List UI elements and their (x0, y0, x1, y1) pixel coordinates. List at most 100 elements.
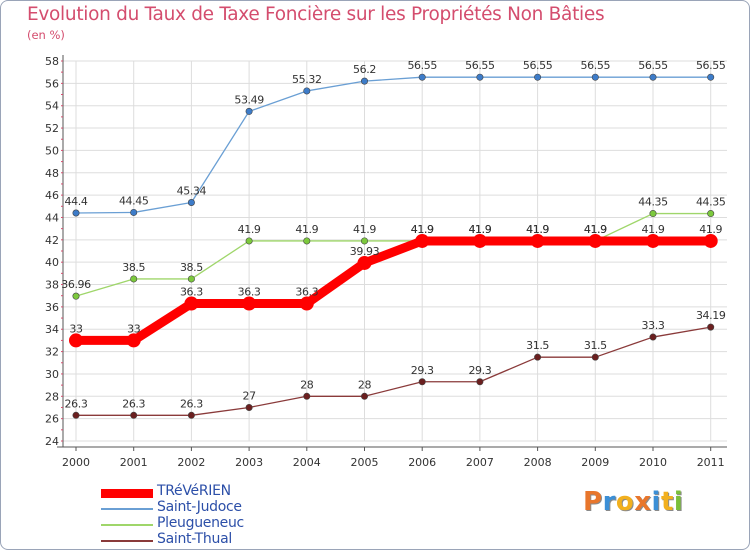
y-tick-label: 36 (45, 301, 59, 314)
x-tick-label: 2000 (62, 456, 90, 469)
data-label: 36.3 (238, 286, 261, 299)
y-tick-label: 44 (45, 211, 59, 224)
data-label: 31.5 (584, 339, 607, 352)
series-line-saint-judoce (75, 76, 711, 214)
series-line-saint-thual (76, 326, 711, 416)
data-label: 27 (242, 389, 256, 402)
data-label: 56.55 (638, 59, 668, 72)
series-line-trévérien (76, 236, 711, 345)
data-label: 36.3 (295, 286, 318, 299)
data-label: 45.34 (177, 184, 207, 197)
x-tick-label: 2009 (581, 456, 609, 469)
data-label: 38.5 (122, 261, 145, 274)
y-tick-label: 30 (45, 368, 59, 381)
data-label: 44.45 (119, 194, 149, 207)
data-label: 36.96 (61, 278, 91, 291)
data-label: 41.9 (411, 223, 434, 236)
data-label: 41.9 (526, 223, 549, 236)
x-tick-label: 2006 (408, 456, 436, 469)
legend-item: Pleugueneuc (101, 515, 301, 533)
data-point (72, 292, 80, 300)
data-point (591, 353, 599, 361)
proxiti-logo: Proxiti (583, 487, 684, 517)
data-point (187, 275, 195, 283)
legend-label: Saint-Judoce (157, 499, 242, 515)
data-label: 38.5 (180, 261, 203, 274)
data-label: 39.93 (350, 245, 380, 258)
legend-item: TRéVéRIEN (101, 483, 301, 501)
data-point (242, 296, 257, 311)
data-label: 33.3 (642, 319, 665, 332)
y-tick-label: 48 (45, 167, 59, 180)
data-point (184, 296, 199, 311)
data-point (476, 378, 484, 386)
data-point (646, 233, 660, 248)
series-line-pleugueneuc (75, 212, 711, 297)
data-label: 36.3 (180, 286, 203, 299)
x-tick-label: 2003 (235, 456, 263, 469)
data-point (126, 333, 141, 348)
y-tick-label: 52 (45, 122, 59, 135)
data-point (476, 73, 484, 81)
data-point (130, 411, 138, 419)
x-tick-label: 2007 (466, 456, 494, 469)
data-label: 53.49 (234, 93, 264, 106)
data-label: 41.9 (468, 223, 491, 236)
data-label: 29.3 (468, 364, 491, 377)
y-tick-label: 50 (45, 144, 59, 157)
data-point (187, 411, 195, 419)
legend-label: Pleugueneuc (157, 515, 244, 531)
data-label: 41.9 (584, 223, 607, 236)
x-tick-label: 2011 (697, 456, 725, 469)
data-label: 26.3 (180, 397, 203, 410)
legend-swatch (101, 508, 153, 510)
data-point (591, 73, 599, 81)
data-point (130, 275, 138, 283)
data-label: 56.55 (407, 59, 437, 72)
data-point (303, 87, 311, 95)
y-tick-label: 40 (45, 256, 59, 269)
data-point (707, 73, 715, 81)
x-tick-label: 2004 (293, 456, 321, 469)
data-label: 28 (300, 378, 314, 391)
data-point (303, 392, 311, 400)
data-point (360, 392, 368, 400)
data-point (360, 77, 368, 85)
data-label: 56.55 (696, 59, 726, 72)
data-label: 41.9 (411, 223, 434, 236)
data-label: 44.35 (638, 196, 668, 209)
legend: TRéVéRIEN Saint-Judoce Pleugueneuc Saint-Th… (101, 483, 301, 549)
chart-subtitle: (en %) (27, 28, 65, 42)
data-label: 41.9 (699, 223, 722, 236)
data-point (415, 233, 430, 248)
data-point (245, 403, 253, 411)
data-label: 26.3 (122, 397, 145, 410)
data-label: 44.35 (696, 196, 726, 209)
legend-swatch (101, 524, 153, 526)
data-point (72, 209, 80, 217)
data-point (299, 296, 314, 311)
data-point (649, 333, 657, 341)
data-point (303, 237, 311, 245)
y-tick-label: 34 (45, 323, 59, 336)
data-point (649, 210, 657, 218)
y-tick-label: 26 (45, 413, 59, 426)
data-label: 33 (127, 322, 141, 335)
data-point (703, 233, 718, 248)
data-label: 56.55 (465, 59, 495, 72)
y-tick-label: 46 (45, 189, 59, 202)
y-tick-label: 42 (45, 234, 59, 247)
data-point (245, 107, 253, 115)
y-tick-label: 28 (45, 390, 59, 403)
y-tick-label: 38 (45, 279, 59, 292)
data-point (357, 255, 372, 270)
data-point (530, 233, 545, 248)
x-tick-label: 2008 (524, 456, 552, 469)
x-tick-label: 2001 (120, 456, 148, 469)
data-label: 56.55 (581, 59, 611, 72)
data-point (649, 73, 657, 81)
legend-label: Saint-Thual (157, 531, 232, 547)
data-point (707, 210, 715, 218)
